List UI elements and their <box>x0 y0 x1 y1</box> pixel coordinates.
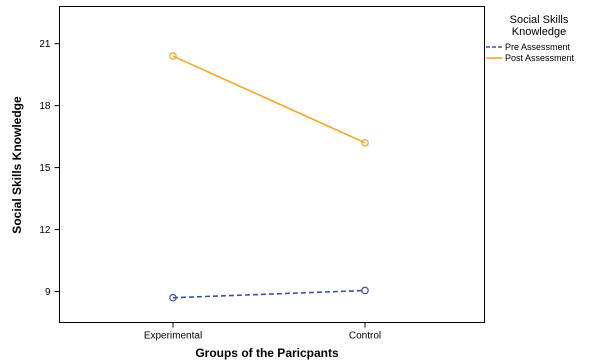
x-axis-title: Groups of the Paricpants <box>195 346 339 360</box>
data-point-marker <box>169 52 177 60</box>
x-tick-label: Control <box>349 331 381 342</box>
plot-area <box>59 6 485 323</box>
legend-label: Post Assessment <box>505 53 575 63</box>
legend-title-line1: Social Skills <box>510 14 569 26</box>
x-tick-label: Experimental <box>144 331 202 342</box>
y-axis: 9 12 15 18 21 <box>39 39 60 298</box>
series-layer <box>169 52 369 302</box>
data-point-marker <box>169 293 177 302</box>
data-point-marker <box>361 139 369 147</box>
y-tick-label: 21 <box>39 39 51 50</box>
y-tick-label: 15 <box>39 163 51 174</box>
y-axis-title: Social Skills Knowledge <box>10 96 24 234</box>
y-tick-label: 9 <box>45 287 51 298</box>
series-line-1 <box>172 55 366 144</box>
y-tick-label: 18 <box>39 101 51 112</box>
data-point-marker <box>361 286 369 295</box>
y-tick-label: 12 <box>39 225 51 236</box>
legend-label: Pre Assessment <box>505 42 571 52</box>
legend: Social Skills Knowledge Pre AssessmentPo… <box>486 14 575 63</box>
legend-title-line2: Knowledge <box>512 26 566 38</box>
series-line-0 <box>172 289 366 299</box>
x-axis: Experimental Control <box>144 322 381 342</box>
